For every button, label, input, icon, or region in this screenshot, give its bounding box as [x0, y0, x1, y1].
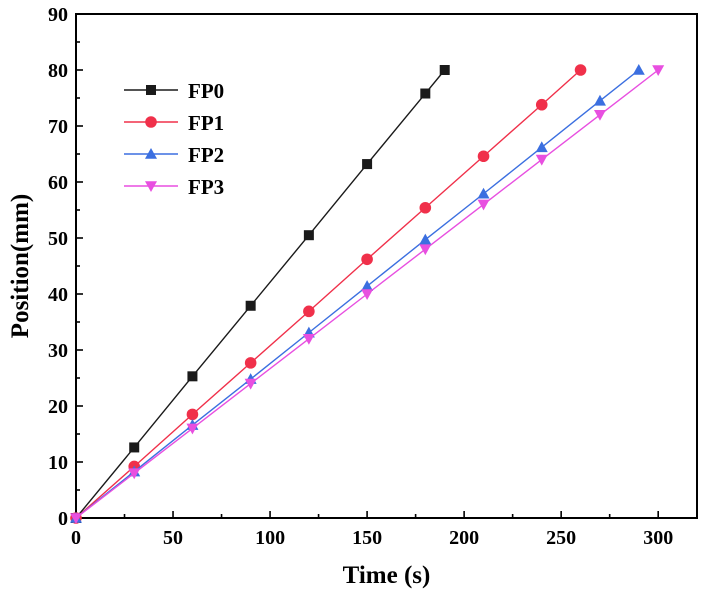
legend-item: FP0 [124, 79, 224, 103]
data-point [574, 64, 587, 76]
data-point [245, 300, 256, 311]
data-point [187, 371, 198, 382]
legend-item: FP1 [124, 111, 224, 135]
data-point [244, 378, 257, 390]
data-point [302, 334, 315, 345]
data-point [632, 64, 645, 75]
series-layer [70, 64, 665, 524]
data-point [419, 244, 432, 256]
legend-item: FP2 [124, 143, 224, 167]
y-tick-label: 60 [48, 172, 68, 194]
legend-label: FP1 [188, 111, 224, 135]
series-fp0 [71, 65, 450, 523]
series-line [75, 69, 446, 519]
x-tick-label: 250 [546, 527, 576, 549]
legend-label: FP0 [188, 79, 224, 103]
data-point [593, 94, 606, 106]
legend-label: FP2 [188, 143, 224, 167]
data-point [652, 65, 665, 76]
y-tick-label: 70 [48, 116, 68, 138]
x-axis: 0 50 100 150 200 250 300 [71, 511, 673, 549]
legend: FP0 FP1 FP2 FP3 [124, 79, 224, 199]
x-tick-label: 200 [449, 527, 479, 549]
data-point [477, 199, 490, 211]
legend-label: FP3 [188, 175, 224, 199]
series-fp3 [70, 65, 665, 524]
data-point [362, 159, 373, 170]
series-fp2 [70, 64, 645, 523]
x-axis-title: Time (s) [343, 562, 431, 589]
y-tick-label: 80 [48, 60, 68, 82]
x-tick-label: 150 [352, 527, 382, 549]
legend-marker [145, 116, 157, 128]
x-tick-label: 100 [255, 527, 285, 549]
legend-item: FP3 [124, 175, 224, 199]
x-tick-label: 50 [163, 527, 183, 549]
data-point [420, 88, 431, 99]
legend-marker [145, 148, 157, 159]
data-point [361, 280, 374, 291]
data-point [593, 110, 606, 121]
data-point [361, 289, 374, 300]
y-tick-label: 40 [48, 284, 68, 306]
y-tick-label: 0 [58, 508, 68, 530]
data-point [129, 442, 140, 453]
data-point [361, 253, 373, 266]
data-point [70, 513, 82, 524]
data-point [303, 305, 315, 318]
series-line [75, 69, 640, 519]
data-point [244, 357, 257, 369]
y-tick-label: 90 [48, 4, 68, 26]
data-point [535, 141, 548, 153]
data-point [439, 65, 450, 75]
y-tick-label: 50 [48, 228, 68, 250]
data-point [535, 98, 548, 111]
legend-marker [145, 181, 157, 192]
data-point [186, 423, 199, 435]
series-fp1 [70, 64, 587, 524]
data-point [419, 201, 432, 214]
data-point [535, 154, 548, 166]
y-tick-label: 10 [48, 452, 68, 474]
series-line [75, 69, 582, 519]
data-point [477, 150, 490, 163]
data-point [186, 408, 199, 421]
data-point [477, 187, 490, 199]
data-point [303, 230, 314, 241]
data-point [419, 233, 432, 245]
legend-marker [146, 85, 156, 95]
data-point [128, 468, 141, 480]
y-axis: 0 10 20 30 40 50 60 70 80 90 [48, 4, 83, 530]
y-tick-label: 30 [48, 340, 68, 362]
x-tick-label: 0 [71, 527, 81, 549]
y-axis-title: Position(mm) [7, 194, 34, 338]
x-tick-label: 300 [643, 527, 673, 549]
y-tick-label: 20 [48, 396, 68, 418]
